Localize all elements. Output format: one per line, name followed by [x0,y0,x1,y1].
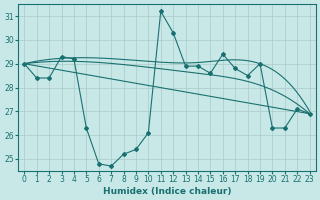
X-axis label: Humidex (Indice chaleur): Humidex (Indice chaleur) [103,187,231,196]
